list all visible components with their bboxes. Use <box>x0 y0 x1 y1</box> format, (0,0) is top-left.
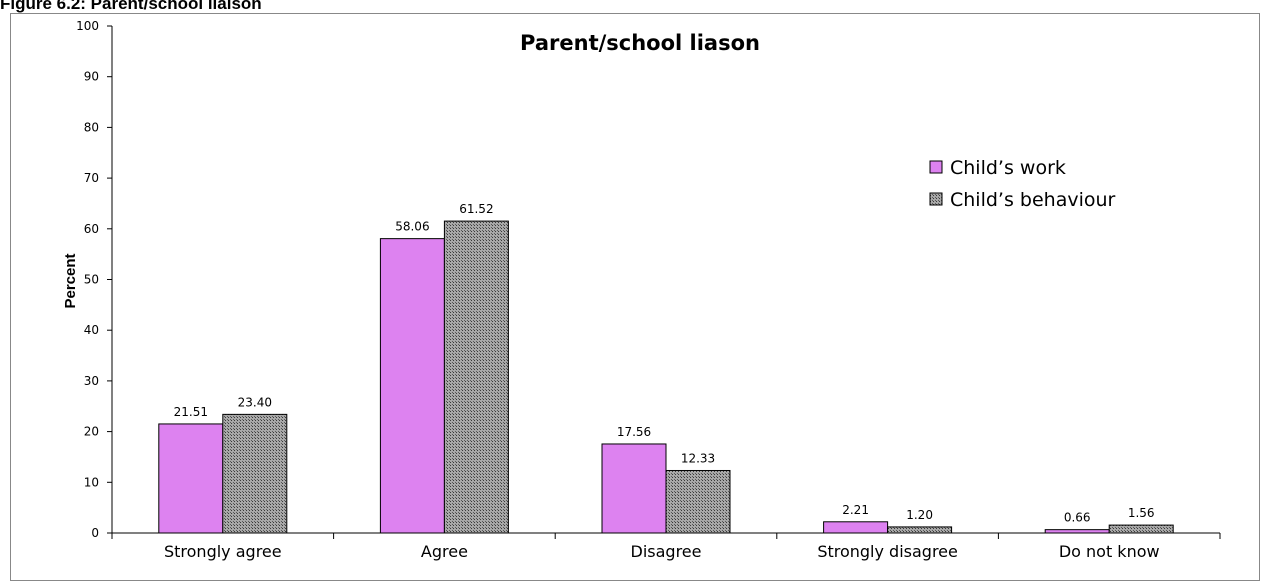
bar-childs-behaviour <box>1108 524 1174 534</box>
y-tick-label: 10 <box>84 475 99 489</box>
data-label: 21.51 <box>174 405 208 419</box>
legend-label: Child’s work <box>950 157 1066 179</box>
y-axis: 0 10 20 30 40 50 60 70 80 90 100 <box>76 19 113 540</box>
y-axis-label: Percent <box>62 253 79 308</box>
y-tick-label: 0 <box>91 526 99 540</box>
y-tick-label: 60 <box>84 222 99 236</box>
x-tick-label: Do not know <box>1059 542 1160 561</box>
data-label: 0.66 <box>1064 511 1091 525</box>
bar-childs-behaviour <box>443 220 509 534</box>
x-tick-label: Agree <box>421 542 468 561</box>
legend-label: Child’s behaviour <box>950 189 1116 211</box>
y-tick-label: 100 <box>76 19 99 33</box>
figure-caption: Figure 6.2: Parent/school liaison <box>0 0 262 13</box>
data-label: 58.06 <box>395 220 429 234</box>
bar-childs-behaviour <box>887 526 953 534</box>
x-tick-label: Disagree <box>631 542 702 561</box>
data-label: 12.33 <box>681 451 715 465</box>
legend-swatch <box>929 160 943 174</box>
bars: 21.51 58.06 17.56 2.21 0.66 23.40 61.52 12.33 1.… <box>158 202 1174 534</box>
data-label: 23.40 <box>238 395 272 409</box>
bar-childs-behaviour <box>665 469 731 534</box>
legend: Child’s work Child’s behaviour <box>929 157 1116 211</box>
legend-swatch <box>929 192 943 206</box>
y-tick-label: 70 <box>84 171 99 185</box>
data-label: 1.56 <box>1128 506 1155 520</box>
data-label: 61.52 <box>459 202 493 216</box>
data-label: 2.21 <box>842 503 869 517</box>
bar-childs-behaviour <box>222 413 288 534</box>
y-tick-label: 30 <box>84 374 99 388</box>
bar-childs-work <box>379 238 445 534</box>
data-label: 1.20 <box>906 508 933 522</box>
y-tick-label: 90 <box>84 70 99 84</box>
y-tick-label: 20 <box>84 425 99 439</box>
chart-frame <box>10 13 1260 581</box>
x-tick-label: Strongly disagree <box>817 542 958 561</box>
bar-childs-work <box>1044 529 1110 534</box>
bar-childs-work <box>601 443 667 534</box>
y-tick-label: 40 <box>84 323 99 337</box>
chart-title: Parent/school liason <box>520 31 760 55</box>
x-tick-label: Strongly agree <box>164 542 282 561</box>
bar-childs-work <box>158 423 224 534</box>
x-axis: Strongly agree Agree Disagree Strongly disa… <box>111 532 1221 561</box>
y-tick-label: 50 <box>84 273 99 287</box>
y-tick-label: 80 <box>84 120 99 134</box>
data-label: 17.56 <box>617 425 651 439</box>
bar-childs-work <box>823 521 889 534</box>
